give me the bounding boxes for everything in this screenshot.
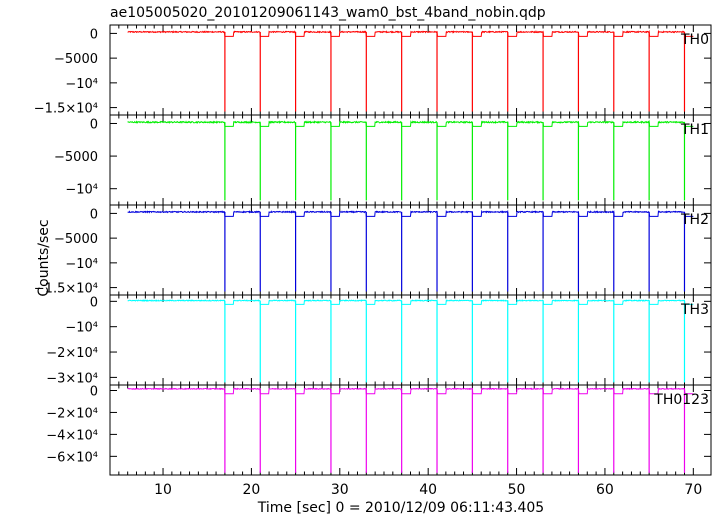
panel-th0: 0 −5000 −10⁴ −1.5×10⁴ TH0 xyxy=(34,24,712,117)
y-tick-label: −10⁴ xyxy=(65,321,98,336)
y-tick-label: −5000 xyxy=(54,232,98,247)
panel-th3: 0 −10⁴ −2×10⁴ −3×10⁴ TH3 xyxy=(46,294,712,386)
panel-th0123: 0 −2×10⁴ −4×10⁴ −6×10⁴ TH0123 xyxy=(46,384,712,476)
panel-label: TH2 xyxy=(680,212,709,228)
y-tick-label: 0 xyxy=(90,27,98,42)
panel-frame xyxy=(109,24,712,116)
y-tick-label: −10⁴ xyxy=(65,77,98,92)
y-tick-label: −5000 xyxy=(54,52,98,67)
y-tick-label: −4×10⁴ xyxy=(46,428,98,443)
y-tick-label: −2×10⁴ xyxy=(46,406,98,421)
panel-th1: 0 −5000 −10⁴ TH1 xyxy=(54,114,712,206)
series-line-th1 xyxy=(127,119,694,127)
x-tick-label: 30 xyxy=(331,482,349,498)
y-tick-label: −10⁴ xyxy=(65,183,98,198)
x-tick-label: 20 xyxy=(242,482,260,498)
x-tick-label: 10 xyxy=(154,482,172,498)
y-tick-label: −6×10⁴ xyxy=(46,450,98,465)
panel-frame xyxy=(109,204,712,296)
series-line-th3 xyxy=(127,298,694,305)
x-axis-label: Time [sec] 0 = 2010/12/09 06:11:43.405 xyxy=(257,500,544,516)
panel-th2: 0 −5000 −10⁴ −1.5×10⁴ TH2 xyxy=(34,204,712,297)
panel-frame xyxy=(109,384,712,476)
panel-label: TH1 xyxy=(680,122,709,138)
panel-label: TH0 xyxy=(680,32,709,48)
series-line-th0 xyxy=(127,29,694,37)
y-tick-label: −10⁴ xyxy=(65,257,98,272)
chart-title: ae105005020_20101209061143_wam0_bst_4ban… xyxy=(110,5,546,21)
y-axis-label: Counts/sec xyxy=(36,219,52,296)
x-axis: 10 20 30 40 50 60 70 xyxy=(154,482,702,498)
panel-frame xyxy=(109,114,712,206)
panel-frame xyxy=(109,294,712,386)
y-tick-label: −1.5×10⁴ xyxy=(34,282,98,297)
x-tick-label: 40 xyxy=(419,482,437,498)
panel-label: TH0123 xyxy=(653,392,709,408)
x-tick-label: 70 xyxy=(684,482,702,498)
y-tick-label: 0 xyxy=(90,384,98,399)
x-tick-label: 60 xyxy=(596,482,614,498)
y-tick-label: −2×10⁴ xyxy=(46,346,98,361)
series-line-th0123 xyxy=(127,387,694,395)
panel-label: TH3 xyxy=(680,302,709,318)
y-tick-label: 0 xyxy=(90,117,98,132)
y-tick-label: −3×10⁴ xyxy=(46,371,98,386)
series-line-th2 xyxy=(127,209,694,217)
panels-group: 0 −5000 −10⁴ −1.5×10⁴ TH0 0 −5000 −10⁴ TH1 0 −5000… xyxy=(34,24,712,476)
y-tick-label: −5000 xyxy=(54,150,98,165)
y-tick-label: −1.5×10⁴ xyxy=(34,102,98,117)
y-tick-label: 0 xyxy=(90,295,98,310)
y-tick-label: 0 xyxy=(90,207,98,222)
x-tick-label: 50 xyxy=(508,482,526,498)
